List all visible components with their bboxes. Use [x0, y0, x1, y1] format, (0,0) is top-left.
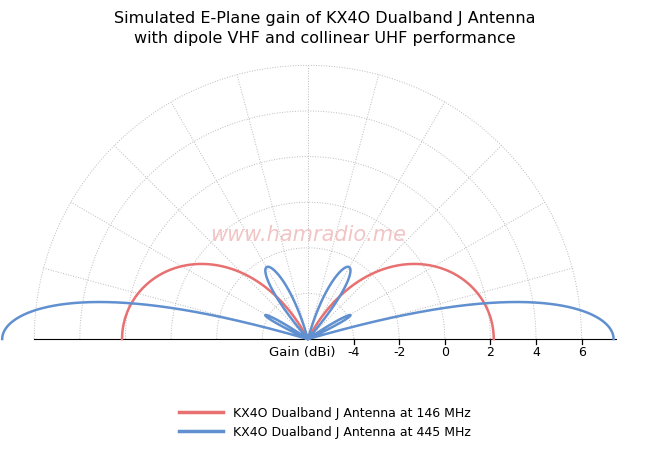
Text: Simulated E-Plane gain of KX4O Dualband J Antenna: Simulated E-Plane gain of KX4O Dualband … [114, 11, 536, 26]
Text: Gain (dBi): Gain (dBi) [268, 346, 335, 360]
Text: 6: 6 [578, 346, 586, 360]
Text: 4: 4 [532, 346, 540, 360]
Legend: KX4O Dualband J Antenna at 146 MHz, KX4O Dualband J Antenna at 445 MHz: KX4O Dualband J Antenna at 146 MHz, KX4O… [174, 401, 476, 444]
Text: -4: -4 [347, 346, 359, 360]
Text: 0: 0 [441, 346, 448, 360]
Text: -2: -2 [393, 346, 406, 360]
Text: 2: 2 [486, 346, 494, 360]
Text: www.hamradio.me: www.hamradio.me [210, 225, 406, 245]
Text: with dipole VHF and collinear UHF performance: with dipole VHF and collinear UHF perfor… [134, 32, 516, 46]
